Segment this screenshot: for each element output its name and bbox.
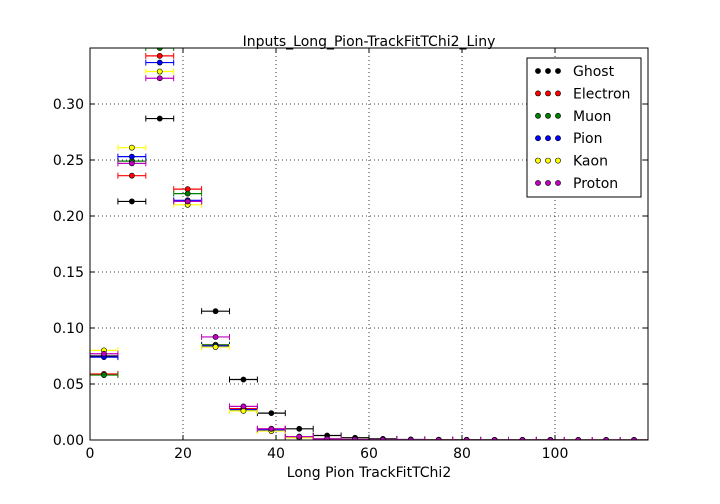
legend-marker (555, 68, 561, 74)
data-point (324, 435, 331, 440)
x-axis-label: Long Pion TrackFitTChi2 (287, 465, 451, 481)
legend-marker (535, 157, 541, 164)
data-point (212, 334, 219, 340)
y-tick-label: 0.25 (53, 153, 84, 169)
data-point (156, 75, 163, 82)
legend-label: Ghost (573, 64, 615, 80)
legend-marker (535, 135, 541, 142)
data-point (240, 376, 247, 383)
data-point (156, 115, 163, 122)
data-point (268, 410, 275, 417)
legend-marker (535, 112, 541, 119)
x-tick-label: 100 (542, 446, 569, 462)
data-point (240, 403, 247, 410)
data-point (128, 198, 135, 205)
legend-marker (555, 157, 561, 164)
data-point (212, 308, 219, 315)
data-point (128, 144, 135, 151)
data-point (156, 59, 163, 66)
y-tick-label: 0.30 (53, 97, 84, 113)
y-tick-label: 0.15 (53, 265, 84, 281)
legend-marker (555, 180, 561, 186)
x-tick-label: 40 (267, 446, 285, 462)
legend-marker (545, 157, 551, 164)
legend-marker (535, 180, 541, 186)
x-tick-label: 20 (174, 446, 192, 462)
data-point (212, 344, 219, 350)
x-tick-label: 0 (86, 446, 95, 462)
y-tick-label: 0.00 (53, 433, 84, 449)
y-tick-label: 0.10 (53, 321, 84, 337)
legend-marker (545, 180, 551, 186)
legend-label: Pion (573, 131, 602, 147)
legend-marker (545, 112, 551, 119)
data-point (156, 52, 163, 59)
legend-marker (535, 68, 541, 74)
data-point (156, 68, 163, 75)
data-point (101, 350, 107, 357)
data-point (296, 425, 303, 432)
x-tick-label: 60 (360, 446, 378, 462)
legend-label: Kaon (573, 154, 608, 170)
legend: Ghost Electron Muon Pion Kaon Proton (526, 57, 642, 198)
legend-marker (555, 90, 561, 97)
data-point (184, 198, 191, 205)
series-layer (90, 48, 648, 440)
legend-marker (545, 135, 551, 142)
legend-label: Muon (573, 109, 611, 125)
data-point (128, 172, 135, 179)
y-tick-label: 0.05 (53, 377, 84, 393)
legend-label: Electron (573, 86, 630, 102)
legend-marker (535, 90, 541, 97)
legend-box (526, 57, 642, 198)
legend-marker (545, 68, 551, 74)
legend-label: Proton (573, 176, 618, 192)
legend-marker (555, 112, 561, 119)
x-tick-label: 80 (453, 446, 471, 462)
data-point (101, 372, 107, 378)
legend-marker (545, 90, 551, 97)
data-point (268, 425, 275, 432)
data-point (184, 190, 191, 197)
y-tick-label: 0.20 (53, 209, 84, 225)
legend-marker (555, 135, 561, 142)
data-point (296, 433, 303, 440)
data-point (128, 160, 135, 167)
axis-ticks: 0 20 40 60 80 100 0.00 0.05 0.10 0.15 0.20 0.25 0.30 (53, 48, 648, 462)
data-point (128, 153, 135, 160)
chart-title: Inputs_Long_Pion-TrackFitTChi2_Liny (243, 34, 496, 50)
